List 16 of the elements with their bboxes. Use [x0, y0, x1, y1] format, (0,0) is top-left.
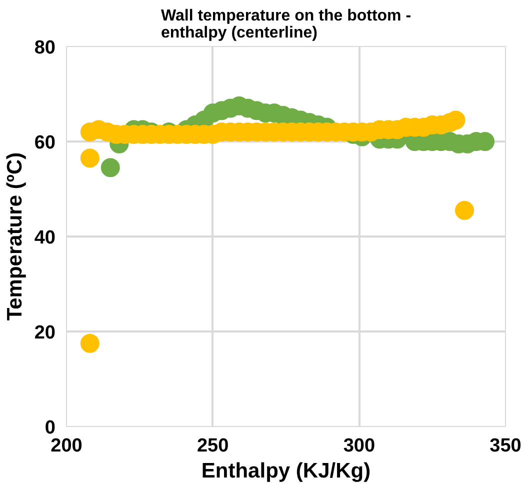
x-tick-label: 350: [490, 436, 522, 456]
x-axis-title: Enthalpy (KJ/Kg): [201, 460, 371, 482]
point: [80, 148, 100, 168]
point: [80, 334, 100, 353]
y-tick-label: 40: [34, 228, 56, 248]
x-tick-label: 200: [50, 436, 82, 456]
y-axis-title: Temperature (ºC): [3, 152, 26, 321]
point: [100, 158, 120, 178]
y-tick-label: 80: [34, 38, 56, 58]
x-tick-label: 300: [343, 436, 376, 456]
point: [455, 200, 474, 220]
x-tick-label: 250: [196, 436, 229, 456]
y-tick-label: 20: [34, 322, 56, 344]
y-tick-label: 60: [34, 132, 56, 154]
chart-title: Wall temperature on the bottom - enthalpy (centerline): [160, 8, 412, 42]
y-tick-label: 0: [44, 418, 56, 438]
